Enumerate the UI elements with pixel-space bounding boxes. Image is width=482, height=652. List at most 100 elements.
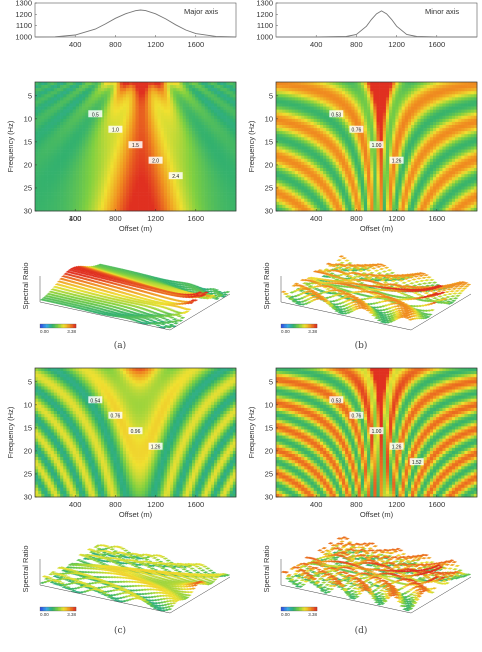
major-axis-ytick: 1200: [15, 10, 32, 19]
minor-axis-profile: 1300 1200 1100 1000 400 800 1200 1600 Minor axis: [241, 0, 482, 55]
major-axis-xtick: 1200: [147, 40, 164, 49]
panel-a-colorbar-frame: [39, 323, 77, 329]
panel-a-xtick-start: 100: [69, 214, 82, 223]
panel-d-ytick: 15: [265, 423, 273, 432]
major-axis-line: [34, 9, 237, 38]
panel-c-xtick: 400: [69, 500, 82, 509]
panel-a-xtick: 800: [109, 214, 122, 223]
panel-b-xtick: 1600: [428, 214, 445, 223]
panel-b-ytick: 15: [265, 137, 273, 146]
panel-a-surface-edge: [39, 301, 171, 331]
panel-c-xtick: 1200: [147, 500, 164, 509]
panel-a-map: 5 10 15 20 25 30 100 400 800 1200 1600 0.5 1.0 1.5 2.0…: [0, 72, 241, 233]
panel-a-surface: Spectral Ratio 0.00 3.38: [0, 232, 241, 337]
caption-c: (c): [113, 626, 127, 636]
panel-c-contour-label: 0.54: [88, 396, 103, 404]
svg-text:1.0: 1.0: [112, 128, 119, 134]
panel-d-colorbar-min: 0.00: [281, 612, 290, 617]
svg-text:2.0: 2.0: [152, 159, 159, 165]
panel-b-contour-label: 1.26: [389, 156, 404, 165]
panel-a-ylabel: Frequency (Hz): [6, 120, 15, 172]
panel-c-ytick: 15: [24, 423, 32, 432]
panel-a-contour-label: 2.0: [148, 156, 163, 165]
panel-c-contour-label: 0.76: [108, 411, 123, 420]
minor-axis-ytick: 1300: [256, 0, 273, 8]
panel-d-surface-edge: [280, 584, 412, 614]
panel-a-surface-edge: [169, 293, 231, 331]
panel-d-ytick: 20: [265, 446, 273, 455]
panel-c-ytick: 20: [24, 446, 32, 455]
major-axis-legend: Major axis: [184, 7, 218, 16]
panel-a-ytick: 25: [24, 183, 32, 192]
panel-c-cells: [35, 368, 237, 498]
minor-axis-legend: Minor axis: [425, 7, 459, 16]
panel-b-surface-mesh: [280, 255, 472, 324]
minor-axis-xtick: 1600: [428, 40, 445, 49]
panel-b-ytick: 30: [265, 207, 273, 216]
panel-d-xtick: 400: [310, 500, 323, 509]
major-axis-ytick: 1100: [16, 21, 32, 30]
panel-c-ytick: 25: [24, 469, 32, 478]
panel-d-ytick: 30: [265, 493, 273, 502]
panel-c-surface: Spectral Ratio 0.00 3.38: [0, 515, 241, 620]
panel-b-contour-label: 0.76: [349, 125, 364, 134]
panel-a-contour-label: 0.5: [88, 110, 103, 118]
panel-c-ytick: 30: [24, 493, 32, 502]
panel-c-surface-zlabel: Spectral Ratio: [21, 545, 30, 592]
major-axis-xtick: 800: [109, 40, 122, 49]
panel-b-xtick: 400: [310, 214, 323, 223]
panel-d-frame: [275, 367, 478, 498]
panel-c-ylabel: Frequency (Hz): [6, 406, 15, 458]
svg-text:2.4: 2.4: [172, 174, 179, 180]
panel-c-colorbar-min: 0.00: [40, 612, 49, 617]
major-axis-xtick: 400: [69, 40, 82, 49]
panel-d-surface-zlabel: Spectral Ratio: [262, 545, 271, 592]
panel-b-xtick: 800: [350, 214, 363, 223]
panel-c-xlabel: Offset (m): [119, 510, 153, 519]
panel-b-colorbar-frame: [280, 323, 318, 329]
major-axis-frame: [34, 2, 237, 38]
minor-axis-xtick: 1200: [388, 40, 405, 49]
panel-b-ytick: 10: [265, 114, 273, 123]
panel-b-surface-edge: [280, 301, 412, 331]
caption-a: (a): [113, 341, 127, 351]
panel-a-xtick: 1200: [147, 214, 164, 223]
panel-c-colorbar: [40, 607, 77, 611]
panel-b-xtick: 1200: [388, 214, 405, 223]
panel-b-ytick: 5: [269, 91, 273, 100]
major-axis-ytick: 1300: [15, 0, 32, 8]
panel-c-surface-edge: [169, 576, 231, 614]
minor-axis-profile-chart: 1300 1200 1100 1000 400 800 1200 1600 Minor axis: [256, 0, 478, 49]
panel-a-xtick: 400: [69, 214, 82, 223]
major-axis-profile: 1300 1200 1100 1000 400 800 1200 1600 Major axis: [0, 0, 241, 55]
minor-axis-ytick: 1200: [256, 10, 273, 19]
panel-c-colorbar-max: 3.38: [67, 612, 76, 617]
panel-c-surface-mesh: [39, 544, 231, 612]
panel-d-xlabel: Offset (m): [360, 510, 394, 519]
panel-c-surface-edge: [39, 584, 171, 614]
panel-b-surface: Spectral Ratio 0.00 3.38: [241, 232, 482, 337]
caption-b: (b): [354, 341, 368, 351]
panel-d-xtick: 1200: [388, 500, 405, 509]
panel-d-contour-label: 1.52: [409, 458, 424, 466]
panel-c-xtick: 1600: [187, 500, 204, 509]
panel-d-contour-label: 1.00: [369, 427, 384, 435]
panel-b-xlabel: Offset (m): [360, 224, 394, 233]
panel-d-ytick: 10: [265, 400, 273, 409]
major-axis-ytick: 1000: [15, 33, 32, 42]
minor-axis-xtick: 400: [310, 40, 323, 49]
panel-d-colorbar-max: 3.38: [308, 612, 317, 617]
minor-axis-ytick: 1000: [256, 33, 273, 42]
panel-c-colorbar-frame: [39, 606, 77, 612]
panel-d-surface: Spectral Ratio 0.00 3.38: [241, 515, 482, 620]
panel-a-colorbar-max: 3.38: [67, 329, 76, 334]
panel-d-contour-label: 0.53: [329, 396, 344, 404]
panel-b-contour-label: 1.00: [369, 141, 384, 149]
caption-d: (d): [354, 626, 368, 636]
panel-c-frame: [34, 367, 237, 498]
major-axis-profile-chart: 1300 1200 1100 1000 400 800 1200 1600 Major axis: [15, 0, 237, 49]
svg-text:1.5: 1.5: [132, 143, 139, 149]
panel-a-surface-zlabel: Spectral Ratio: [21, 262, 30, 309]
panel-a-contour-label: 1.5: [128, 141, 143, 149]
panel-a-ytick: 5: [28, 91, 32, 100]
